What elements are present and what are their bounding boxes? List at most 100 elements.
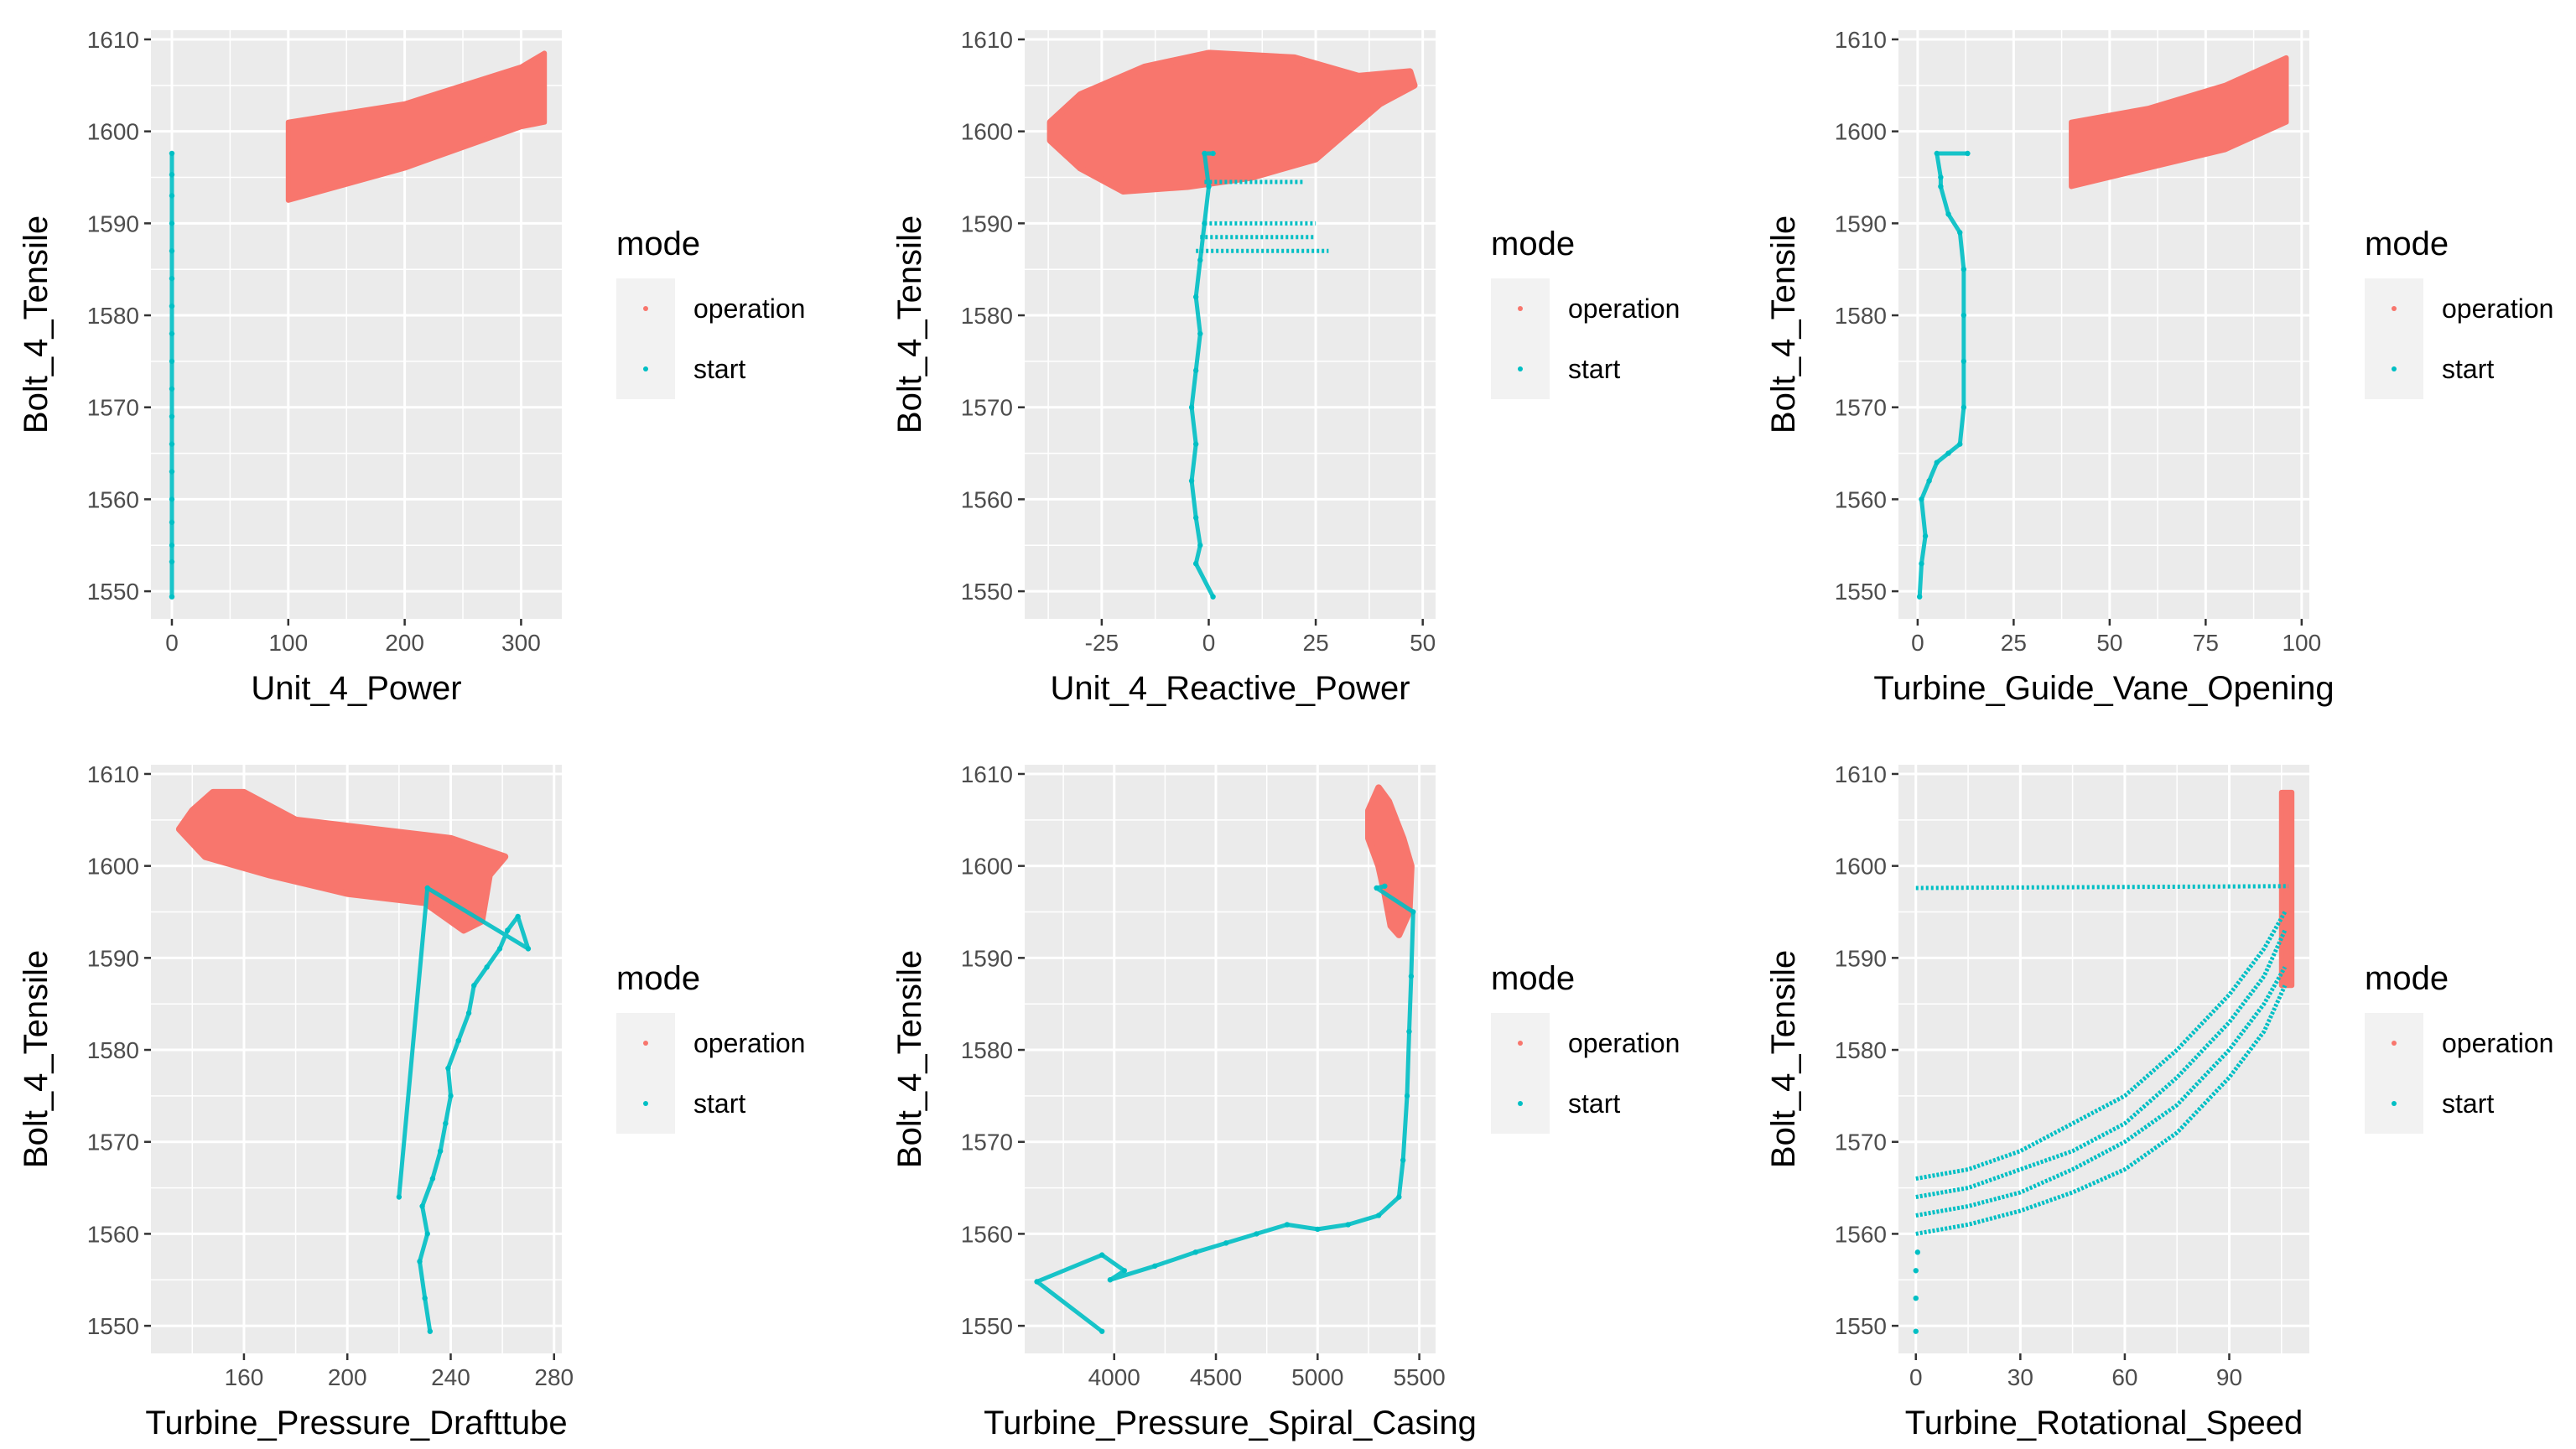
chart-panel-3: 0 25 50 75 100 1550 1560 1570 1580 1590 1600 1610 Tu…: [1765, 27, 2553, 707]
series-start-line: [1915, 884, 2289, 891]
y-tick-label: 1600: [1835, 854, 1887, 880]
y-tick-label: 1610: [1835, 761, 1887, 787]
legend-label-start: start: [2442, 354, 2494, 384]
y-tick-label: 1590: [1835, 210, 1887, 236]
legend-label-operation: operation: [693, 1028, 805, 1058]
y-tick-label: 1550: [1835, 579, 1887, 605]
legend-key-start: [2392, 366, 2397, 371]
legend-title: mode: [616, 960, 700, 997]
data-marks: [175, 788, 532, 1334]
y-tick-label: 1610: [1835, 27, 1887, 53]
series-start-trace: [397, 886, 531, 1332]
data-marks: [1034, 784, 1416, 1334]
series-operation-region: [1365, 784, 1415, 938]
y-tick-label: 1550: [87, 1313, 139, 1339]
x-tick-label: 50: [1410, 630, 1436, 656]
y-tick-label: 1590: [1835, 945, 1887, 971]
y-axis-title: Bolt_4_Tensile: [1765, 216, 1802, 434]
series-start-curve: [1915, 929, 2288, 1199]
series-operation-region: [1046, 49, 1418, 195]
x-tick-label: 100: [2282, 630, 2321, 656]
chart-panel-1: 0 100 200 300 1550 1560 1570 1580 1590 1600 1610 Un…: [18, 27, 805, 707]
series-start-trace: [1189, 151, 1215, 598]
y-tick-label: 1560: [87, 486, 139, 512]
y-tick-label: 1580: [1835, 1037, 1887, 1063]
y-axis-title: Bolt_4_Tensile: [18, 950, 55, 1168]
x-axis-title: Unit_4_Power: [251, 670, 461, 707]
legend-key-operation: [643, 306, 648, 311]
y-tick-label: 1600: [87, 119, 139, 145]
y-tick-label: 1590: [961, 945, 1013, 971]
x-tick-label: 5500: [1393, 1364, 1445, 1390]
y-tick-label: 1600: [1835, 119, 1887, 145]
y-axis-title: Bolt_4_Tensile: [1765, 950, 1802, 1168]
legend-label-operation: operation: [2442, 293, 2553, 324]
y-tick-label: 1580: [1835, 303, 1887, 329]
y-axis-title: Bolt_4_Tensile: [891, 216, 928, 434]
y-tick-label: 1560: [961, 486, 1013, 512]
data-marks: [1046, 49, 1418, 600]
series-operation-region: [2069, 55, 2289, 190]
chart-panel-6: 0 30 60 90 1550 1560 1570 1580 1590 1600 1610 Turbi…: [1765, 761, 2553, 1441]
x-tick-label: 160: [225, 1364, 264, 1390]
y-tick-label: 1550: [87, 579, 139, 605]
y-tick-label: 1590: [87, 945, 139, 971]
legend-key-start: [643, 366, 648, 371]
x-tick-label: 240: [431, 1364, 470, 1390]
y-tick-label: 1600: [961, 854, 1013, 880]
x-axis-title: Turbine_Pressure_Drafttube: [145, 1405, 567, 1441]
data-point-start: [1913, 1328, 1919, 1334]
x-tick-label: 90: [2216, 1364, 2242, 1390]
y-axis-title: Bolt_4_Tensile: [18, 216, 55, 434]
plot-panel: [1025, 765, 1436, 1353]
x-tick-label: 50: [2096, 630, 2122, 656]
x-tick-label: 200: [328, 1364, 367, 1390]
y-tick-label: 1570: [87, 1130, 139, 1156]
x-tick-label: 100: [268, 630, 308, 656]
x-tick-label: -25: [1085, 630, 1119, 656]
series-start-curve: [1915, 984, 2288, 1236]
series-start-curve: [1915, 911, 2288, 1182]
x-axis-title: Turbine_Guide_Vane_Opening: [1873, 670, 2334, 707]
x-tick-label: 280: [534, 1364, 574, 1390]
x-tick-label: 300: [501, 630, 541, 656]
y-tick-label: 1560: [1835, 1221, 1887, 1247]
x-tick-label: 4000: [1088, 1364, 1140, 1390]
legend-key-start: [643, 1101, 648, 1106]
y-tick-label: 1570: [961, 395, 1013, 421]
x-tick-label: 25: [1303, 630, 1329, 656]
x-axis-title: Turbine_Rotational_Speed: [1905, 1405, 2303, 1441]
x-tick-label: 0: [1911, 630, 1924, 656]
y-tick-label: 1560: [1835, 486, 1887, 512]
x-tick-label: 4500: [1190, 1364, 1242, 1390]
x-tick-label: 0: [1202, 630, 1216, 656]
legend-title: mode: [1491, 226, 1575, 262]
chart-panel-5: 4000 4500 5000 5500 1550 1560 1570 1580 1590 1600…: [891, 761, 1680, 1441]
data-point-start: [1914, 1249, 1921, 1255]
x-tick-label: 0: [1909, 1364, 1923, 1390]
data-marks: [1916, 55, 2289, 600]
legend-key-operation: [1518, 306, 1523, 311]
series-start-curve: [1915, 966, 2288, 1218]
y-tick-label: 1590: [87, 210, 139, 236]
legend-key-start: [1518, 366, 1523, 371]
y-tick-label: 1560: [87, 1221, 139, 1247]
y-tick-label: 1550: [961, 579, 1013, 605]
y-tick-label: 1570: [1835, 1130, 1887, 1156]
plot-panel: [1898, 765, 2309, 1353]
series-operation-region: [285, 50, 548, 203]
series-operation-region: [175, 788, 509, 934]
legend-label-operation: operation: [693, 293, 805, 324]
y-axis-title: Bolt_4_Tensile: [891, 950, 928, 1168]
legend-label-start: start: [693, 354, 745, 384]
x-tick-label: 75: [2193, 630, 2219, 656]
y-tick-label: 1590: [961, 210, 1013, 236]
legend-label-operation: operation: [2442, 1028, 2553, 1058]
y-tick-label: 1550: [1835, 1313, 1887, 1339]
x-tick-label: 25: [2001, 630, 2027, 656]
y-tick-label: 1610: [87, 761, 139, 787]
y-tick-label: 1580: [87, 1037, 139, 1063]
legend-key-operation: [2392, 306, 2397, 311]
legend-title: mode: [1491, 960, 1575, 997]
